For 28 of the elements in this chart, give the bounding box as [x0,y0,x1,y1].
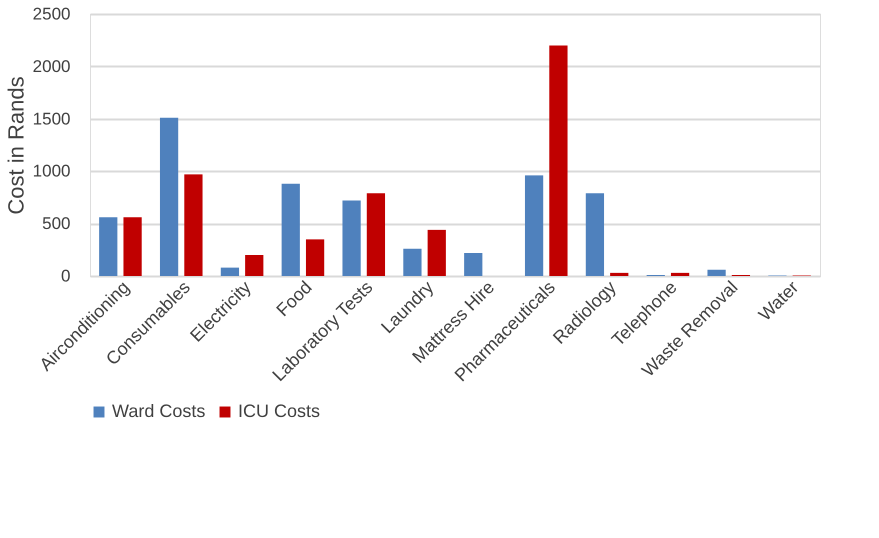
y-tick-label: 2000 [32,56,70,76]
bar [524,175,544,276]
bar [184,174,203,276]
y-axis-title: Cost in Rands [4,76,29,215]
bar [707,270,726,276]
bar [220,268,240,276]
bar [160,118,178,276]
bar [670,272,690,276]
bar [428,230,446,276]
bar [282,184,300,276]
legend-label: ICU Costs [238,401,320,421]
legend-label: Ward Costs [112,401,206,421]
bar [586,193,604,276]
y-tick-label: 2500 [32,4,70,24]
bar [610,272,628,276]
bar [306,239,324,276]
bar [342,200,361,276]
y-tick-label: 1000 [32,162,70,181]
bar [123,217,142,276]
bar [464,252,482,276]
bar [245,255,264,276]
bar [99,217,118,276]
y-tick-label: 0 [61,266,70,286]
y-tick-label: 500 [42,214,70,234]
bar [403,248,422,276]
y-tick-label: 1500 [32,109,70,128]
bar [366,193,386,276]
bar [549,45,568,276]
